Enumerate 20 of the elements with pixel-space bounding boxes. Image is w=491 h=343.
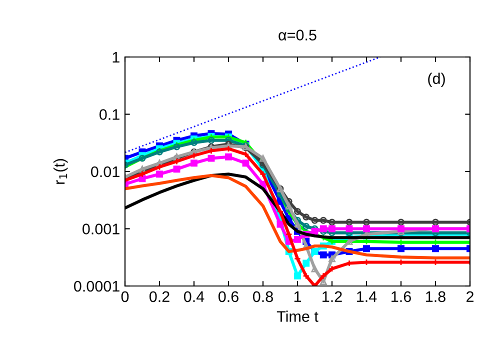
y-axis-title: r$_{1}$(t) bbox=[54, 159, 68, 184]
y-tick-label: 0.0001 bbox=[74, 280, 120, 292]
x-tick-label: 0.2 bbox=[149, 291, 170, 302]
x-tick-label: 0.8 bbox=[252, 291, 273, 302]
x-tick-label: 1.4 bbox=[357, 291, 377, 302]
annotation: (d) bbox=[428, 72, 445, 88]
y-tick-label: 1 bbox=[112, 52, 120, 63]
x-tick-label: 0.4 bbox=[184, 291, 204, 302]
x-axis-title: Time t bbox=[276, 310, 318, 322]
y-tick-label: 0.01 bbox=[91, 166, 120, 178]
y-tick-label: 0.1 bbox=[100, 109, 120, 120]
x-tick-label: 1.8 bbox=[426, 291, 446, 302]
x-tick-label: 1.2 bbox=[322, 291, 342, 302]
x-tick-label: 1 bbox=[294, 291, 302, 302]
x-tick-label: 0.6 bbox=[218, 291, 238, 302]
x-tick-label: 1.6 bbox=[392, 291, 411, 302]
x-tick-label: 2 bbox=[466, 291, 474, 302]
x-tick-label: 0 bbox=[121, 291, 129, 302]
y-tick-label: 0.001 bbox=[82, 224, 120, 234]
chart-title: α=0.5 bbox=[278, 30, 316, 40]
